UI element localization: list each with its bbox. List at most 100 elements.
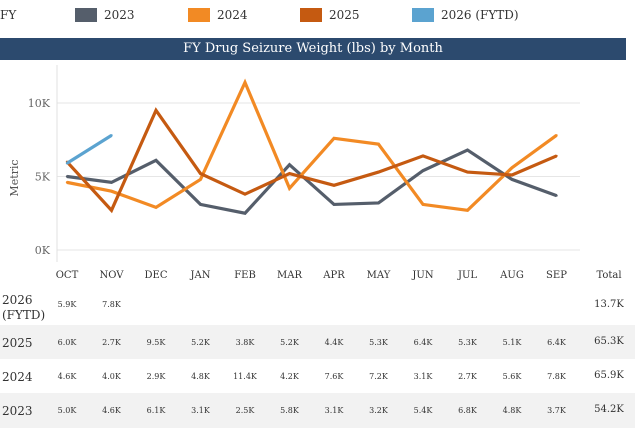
- table-cell: 6.1K: [146, 406, 166, 415]
- y-axis-label: Metric: [8, 159, 21, 196]
- legend: FY 2023 2024 2025 2026 (FYTD): [0, 0, 635, 34]
- data-point[interactable]: [154, 159, 158, 162]
- y-tick-label: 10K: [28, 97, 51, 110]
- row-label: 2023: [2, 404, 33, 418]
- series-line-2025[interactable]: [65, 107, 558, 214]
- data-point[interactable]: [110, 190, 113, 193]
- data-point[interactable]: [510, 166, 514, 169]
- data-point[interactable]: [110, 181, 113, 184]
- table-cell: 6.8K: [458, 406, 477, 415]
- data-point[interactable]: [243, 81, 247, 84]
- data-point[interactable]: [243, 192, 247, 196]
- table-cell: 6.0K: [57, 338, 77, 347]
- series-line-2024[interactable]: [66, 78, 558, 212]
- data-point[interactable]: [65, 175, 69, 178]
- table-cell: 5.3K: [369, 338, 388, 347]
- table-cell: 2.7K: [458, 372, 477, 381]
- data-point[interactable]: [65, 181, 69, 184]
- table-cell: 5.2K: [280, 338, 299, 347]
- data-point[interactable]: [332, 137, 336, 140]
- legend-item-2025[interactable]: 2025: [300, 8, 360, 22]
- table-row: 2025 6.0K 2.7K 9.5K 5.2K 3.8K 5.2K 4.4K 5.3K 6.4K…: [0, 325, 635, 359]
- x-tick-label: AUG: [500, 270, 524, 281]
- line-chart: 0K 5K 10K Metric: [8, 65, 580, 262]
- data-point[interactable]: [154, 109, 158, 112]
- legend-item-2024[interactable]: 2024: [188, 8, 248, 22]
- legend-item-2026-fytd[interactable]: 2026 (FYTD): [412, 8, 519, 22]
- table-cell: 5.1K: [502, 338, 522, 347]
- data-point[interactable]: [288, 187, 291, 190]
- data-point[interactable]: [421, 154, 425, 158]
- y-tick-label: 5K: [35, 171, 51, 184]
- row-total: 54.2K: [594, 404, 624, 415]
- table-cell: 3.1K: [413, 372, 433, 381]
- table-cell: 11.4K: [233, 372, 257, 381]
- data-point[interactable]: [199, 178, 202, 181]
- data-point[interactable]: [199, 203, 202, 206]
- legend-item-2023[interactable]: 2023: [75, 8, 135, 22]
- table-cell: 7.2K: [369, 372, 388, 381]
- table-cell: 4.2K: [280, 372, 299, 381]
- data-point[interactable]: [332, 203, 336, 206]
- data-point[interactable]: [421, 203, 425, 206]
- legend-label: 2025: [329, 8, 360, 22]
- data-point[interactable]: [110, 134, 113, 137]
- data-point[interactable]: [421, 169, 425, 172]
- table-cell: 5.3K: [458, 338, 477, 347]
- table-cell: 5.6K: [502, 372, 522, 381]
- table-cell: 2.5K: [235, 406, 255, 415]
- legend-title: FY: [0, 8, 17, 22]
- x-tick-label: JUL: [457, 270, 478, 281]
- table-cell: 5.2K: [191, 338, 210, 347]
- data-point[interactable]: [377, 170, 380, 174]
- legend-label: 2024: [217, 8, 248, 22]
- table-cell: 6.4K: [547, 338, 566, 347]
- table-cell: 3.1K: [191, 406, 210, 415]
- legend-swatch: [300, 8, 322, 22]
- table-cell: 6.4K: [413, 338, 433, 347]
- row-label: 2026 (FYTD): [2, 293, 46, 322]
- data-point[interactable]: [466, 209, 469, 212]
- data-point[interactable]: [65, 162, 69, 165]
- data-point[interactable]: [466, 148, 469, 152]
- data-point[interactable]: [510, 173, 514, 177]
- legend-swatch: [75, 8, 97, 22]
- table-row: 2026 (FYTD) 5.9K 7.8K 13.7K: [0, 290, 635, 324]
- data-point[interactable]: [377, 142, 380, 146]
- series-line-2026-fytd[interactable]: [66, 133, 113, 165]
- table-cell: 7.8K: [102, 300, 121, 309]
- data-point[interactable]: [466, 170, 469, 174]
- table-cell: 4.8K: [191, 372, 210, 381]
- data-point[interactable]: [332, 184, 336, 187]
- data-point[interactable]: [555, 134, 558, 137]
- x-tick-label: DEC: [144, 270, 168, 281]
- row-total: 65.9K: [594, 370, 624, 381]
- y-axis: 0K 5K 10K: [28, 65, 58, 262]
- data-point[interactable]: [555, 154, 558, 158]
- data-point[interactable]: [288, 163, 291, 166]
- table-cell: 7.8K: [547, 372, 566, 381]
- data-point[interactable]: [377, 201, 380, 205]
- table-cell: 3.2K: [369, 406, 388, 415]
- data-point[interactable]: [510, 178, 514, 181]
- x-tick-label: MAR: [277, 270, 302, 281]
- table-cell: 3.7K: [547, 406, 566, 415]
- series-line-2023[interactable]: [66, 148, 558, 215]
- y-tick-label: 0K: [35, 244, 51, 257]
- data-point[interactable]: [199, 172, 202, 175]
- x-tick-label: MAY: [366, 270, 391, 281]
- row-total: 13.7K: [594, 299, 624, 310]
- table-cell: 3.1K: [324, 406, 344, 415]
- data-point[interactable]: [555, 194, 558, 197]
- x-tick-label: JAN: [190, 270, 211, 281]
- legend-label: 2023: [104, 8, 135, 22]
- data-point[interactable]: [288, 172, 291, 175]
- gridlines: [57, 102, 580, 251]
- data-point[interactable]: [154, 206, 158, 209]
- table-cell: 4.0K: [102, 372, 121, 381]
- data-point[interactable]: [110, 209, 113, 212]
- x-tick-label: OCT: [55, 270, 79, 281]
- data-point[interactable]: [243, 212, 247, 215]
- table-cell: 3.8K: [235, 338, 255, 347]
- table-cell: 5.8K: [280, 406, 299, 415]
